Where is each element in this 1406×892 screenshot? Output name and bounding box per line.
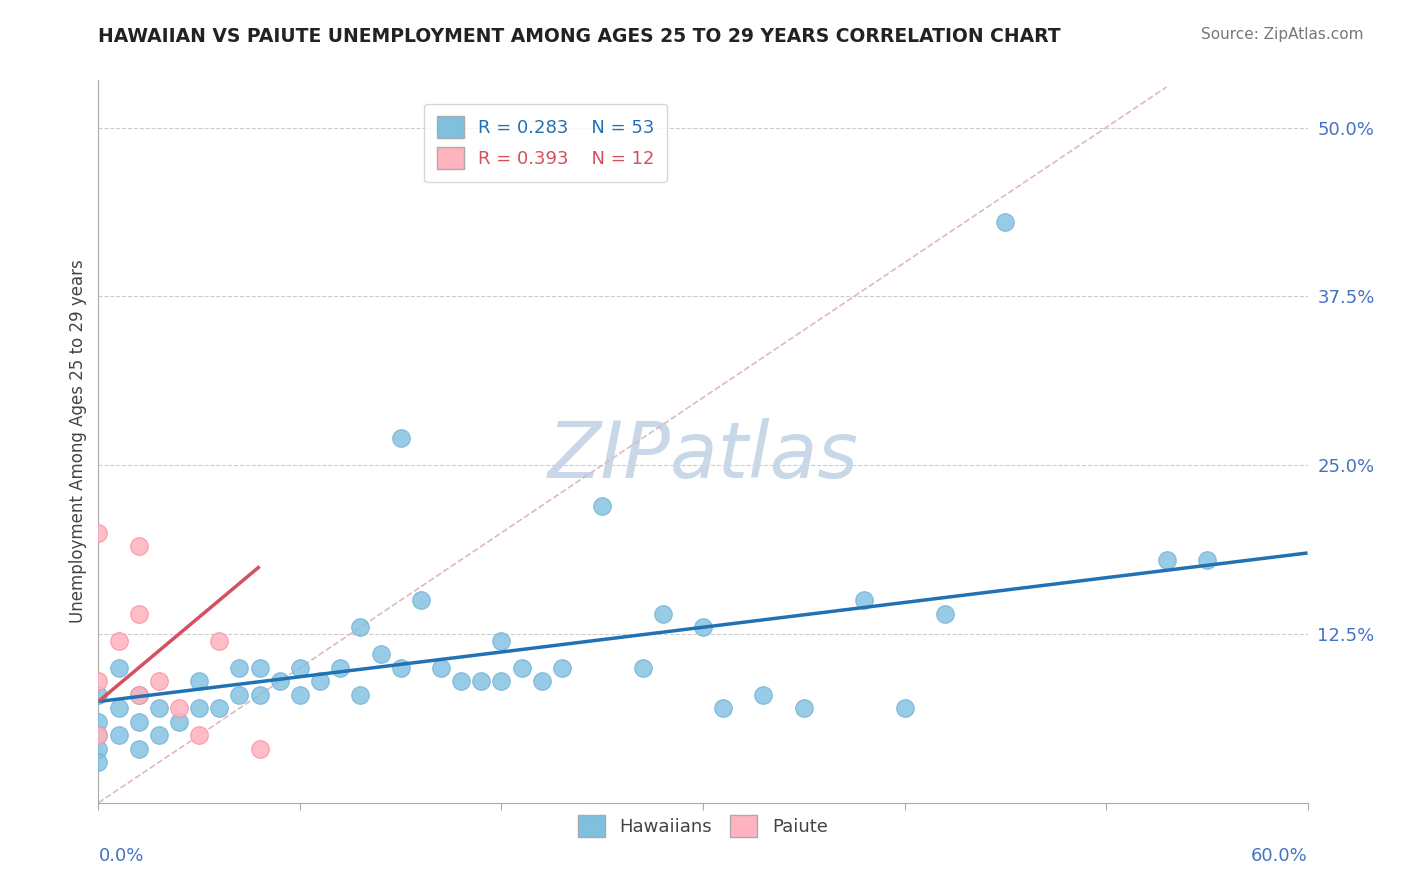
- Point: [389, 431, 412, 445]
- Point: [148, 728, 170, 742]
- Point: [188, 701, 211, 715]
- Point: [128, 741, 150, 756]
- Point: [651, 607, 673, 621]
- Point: [711, 701, 734, 715]
- Point: [107, 661, 129, 675]
- Point: [430, 661, 453, 675]
- Y-axis label: Unemployment Among Ages 25 to 29 years: Unemployment Among Ages 25 to 29 years: [69, 260, 87, 624]
- Point: [752, 688, 775, 702]
- Text: 60.0%: 60.0%: [1251, 847, 1308, 865]
- Point: [228, 688, 250, 702]
- Point: [269, 674, 291, 689]
- Text: HAWAIIAN VS PAIUTE UNEMPLOYMENT AMONG AGES 25 TO 29 YEARS CORRELATION CHART: HAWAIIAN VS PAIUTE UNEMPLOYMENT AMONG AG…: [98, 27, 1062, 45]
- Point: [288, 688, 311, 702]
- Point: [228, 661, 250, 675]
- Point: [188, 674, 211, 689]
- Point: [551, 661, 574, 675]
- Point: [793, 701, 815, 715]
- Point: [249, 741, 271, 756]
- Point: [409, 593, 432, 607]
- Point: [148, 674, 170, 689]
- Point: [87, 714, 110, 729]
- Point: [994, 215, 1017, 229]
- Text: 0.0%: 0.0%: [98, 847, 143, 865]
- Point: [208, 633, 231, 648]
- Point: [370, 647, 392, 661]
- Point: [87, 728, 110, 742]
- Point: [530, 674, 553, 689]
- Point: [87, 525, 110, 540]
- Point: [87, 674, 110, 689]
- Point: [591, 499, 613, 513]
- Point: [128, 607, 150, 621]
- Point: [631, 661, 654, 675]
- Point: [329, 661, 352, 675]
- Point: [128, 688, 150, 702]
- Point: [107, 728, 129, 742]
- Point: [349, 620, 371, 634]
- Point: [87, 688, 110, 702]
- Point: [249, 661, 271, 675]
- Point: [470, 674, 492, 689]
- Point: [167, 714, 190, 729]
- Point: [934, 607, 956, 621]
- Point: [87, 741, 110, 756]
- Point: [853, 593, 876, 607]
- Point: [128, 714, 150, 729]
- Text: ZIPatlas: ZIPatlas: [547, 418, 859, 494]
- Text: Source: ZipAtlas.com: Source: ZipAtlas.com: [1201, 27, 1364, 42]
- Point: [450, 674, 472, 689]
- Point: [249, 688, 271, 702]
- Point: [208, 701, 231, 715]
- Point: [148, 701, 170, 715]
- Point: [128, 539, 150, 553]
- Point: [167, 701, 190, 715]
- Legend: Hawaiians, Paiute: Hawaiians, Paiute: [571, 808, 835, 845]
- Point: [1195, 552, 1218, 566]
- Point: [349, 688, 371, 702]
- Point: [107, 701, 129, 715]
- Point: [491, 674, 513, 689]
- Point: [491, 633, 513, 648]
- Point: [893, 701, 915, 715]
- Point: [288, 661, 311, 675]
- Point: [87, 756, 110, 770]
- Point: [389, 661, 412, 675]
- Point: [692, 620, 714, 634]
- Point: [309, 674, 332, 689]
- Point: [87, 728, 110, 742]
- Point: [1156, 552, 1178, 566]
- Point: [188, 728, 211, 742]
- Point: [510, 661, 533, 675]
- Point: [107, 633, 129, 648]
- Point: [128, 688, 150, 702]
